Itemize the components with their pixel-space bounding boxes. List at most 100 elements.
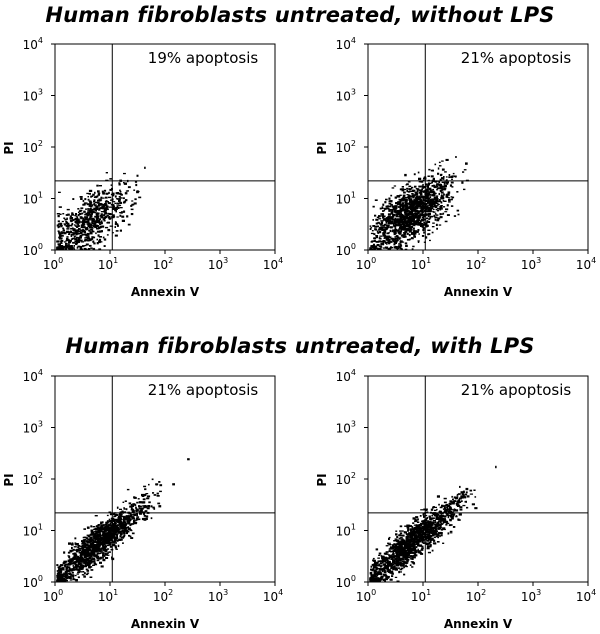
event-point	[393, 565, 396, 568]
event-point	[423, 512, 427, 515]
event-point	[78, 239, 81, 242]
event-point	[59, 237, 62, 240]
event-point	[398, 245, 401, 248]
event-point	[420, 190, 422, 193]
event-point	[391, 557, 395, 559]
event-point	[447, 513, 449, 516]
event-point	[435, 199, 439, 202]
event-point	[158, 505, 162, 508]
event-point	[85, 564, 89, 567]
event-point	[427, 537, 430, 540]
event-point	[85, 557, 87, 560]
event-point	[77, 229, 80, 232]
event-point	[87, 535, 91, 538]
event-point	[98, 535, 100, 538]
event-point	[116, 506, 119, 509]
event-point	[413, 524, 417, 526]
event-point	[406, 533, 410, 536]
event-point	[95, 555, 99, 559]
event-point	[398, 201, 401, 204]
event-point	[395, 202, 399, 204]
event-point	[81, 223, 85, 227]
event-point	[71, 549, 74, 552]
event-point	[414, 208, 417, 212]
event-point	[97, 204, 101, 207]
event-point	[83, 553, 87, 555]
event-point	[78, 213, 81, 215]
event-point	[62, 567, 65, 569]
event-point	[434, 206, 438, 209]
event-point	[420, 191, 423, 194]
event-point	[98, 236, 102, 238]
event-point	[393, 185, 397, 187]
event-point	[394, 236, 397, 238]
event-point	[439, 208, 442, 211]
event-point	[433, 539, 436, 542]
event-point	[459, 485, 461, 488]
event-point	[398, 570, 400, 574]
event-point	[100, 526, 104, 529]
event-point	[121, 215, 125, 218]
event-point	[369, 227, 372, 230]
event-point	[444, 171, 447, 173]
event-point	[406, 206, 410, 209]
event-point	[413, 199, 417, 202]
event-point	[113, 205, 115, 208]
event-point	[373, 570, 377, 573]
event-point	[391, 563, 395, 566]
event-point	[443, 497, 447, 500]
event-point	[428, 203, 432, 206]
event-point	[118, 521, 121, 524]
event-point	[421, 530, 424, 532]
event-point	[436, 227, 438, 230]
event-point	[413, 173, 416, 176]
event-point	[56, 579, 59, 582]
event-point	[388, 548, 391, 550]
event-point	[104, 532, 107, 534]
event-point	[438, 518, 441, 521]
y-tick-label: 102	[336, 471, 356, 487]
event-point	[104, 207, 108, 210]
event-point	[71, 562, 75, 565]
event-point	[102, 542, 106, 545]
event-point	[420, 222, 424, 225]
event-point	[134, 180, 138, 183]
event-point	[400, 212, 403, 215]
event-point	[139, 512, 142, 515]
event-point	[419, 531, 421, 534]
event-point	[65, 569, 69, 572]
event-point	[437, 532, 440, 535]
event-point	[430, 525, 433, 528]
event-point	[418, 180, 422, 183]
event-point	[88, 564, 91, 566]
event-point	[80, 221, 84, 223]
event-point	[73, 224, 76, 226]
event-point	[127, 186, 131, 189]
event-point	[444, 211, 448, 213]
event-point	[79, 231, 83, 235]
x-tick-label: 101	[98, 588, 118, 604]
event-point	[143, 506, 146, 509]
event-point	[123, 210, 126, 213]
event-point	[440, 191, 444, 194]
event-point	[90, 195, 92, 198]
event-point	[91, 539, 94, 542]
event-point	[442, 519, 446, 522]
event-point	[108, 213, 112, 216]
event-point	[396, 229, 400, 231]
event-point	[59, 573, 63, 575]
event-point	[399, 568, 403, 571]
event-point	[378, 230, 382, 234]
event-point	[119, 535, 122, 538]
event-point	[390, 565, 393, 567]
event-point	[60, 564, 64, 566]
event-point	[116, 225, 119, 227]
event-point	[91, 236, 94, 238]
event-point	[422, 538, 425, 541]
event-point	[91, 218, 95, 221]
event-point	[380, 578, 382, 580]
event-point	[92, 558, 96, 561]
event-point	[421, 188, 423, 190]
event-point	[408, 545, 411, 548]
event-point	[71, 572, 74, 574]
